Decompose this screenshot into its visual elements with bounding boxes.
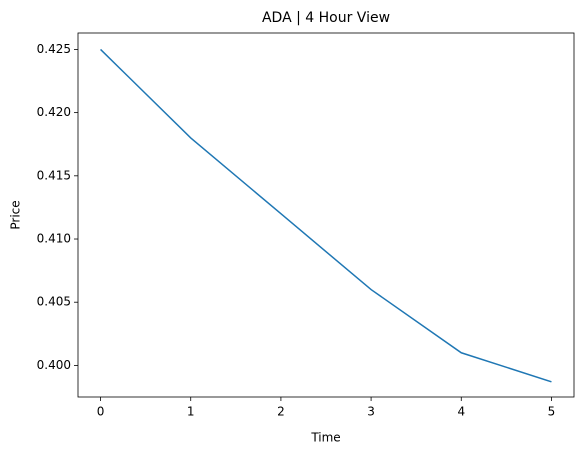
x-tick-label: 3 — [367, 405, 375, 419]
line-series — [100, 48, 552, 383]
y-tick-label: 0.420 — [37, 105, 71, 119]
axes-frame — [77, 32, 575, 398]
y-tick-label: 0.425 — [37, 42, 71, 56]
y-tick-label: 0.400 — [37, 358, 71, 372]
x-tick-label: 5 — [548, 405, 556, 419]
x-axis-label: Time — [310, 431, 340, 445]
y-tick-label: 0.415 — [37, 168, 71, 182]
y-tick-label: 0.410 — [37, 232, 71, 246]
x-tick-label: 2 — [277, 405, 285, 419]
x-tick-label: 4 — [457, 405, 465, 419]
y-tick-label: 0.405 — [37, 295, 71, 309]
x-tick-label: 1 — [187, 405, 195, 419]
x-tick-label: 0 — [97, 405, 105, 419]
chart-title: ADA | 4 Hour View — [262, 10, 390, 26]
y-axis-label: Price — [9, 200, 23, 229]
